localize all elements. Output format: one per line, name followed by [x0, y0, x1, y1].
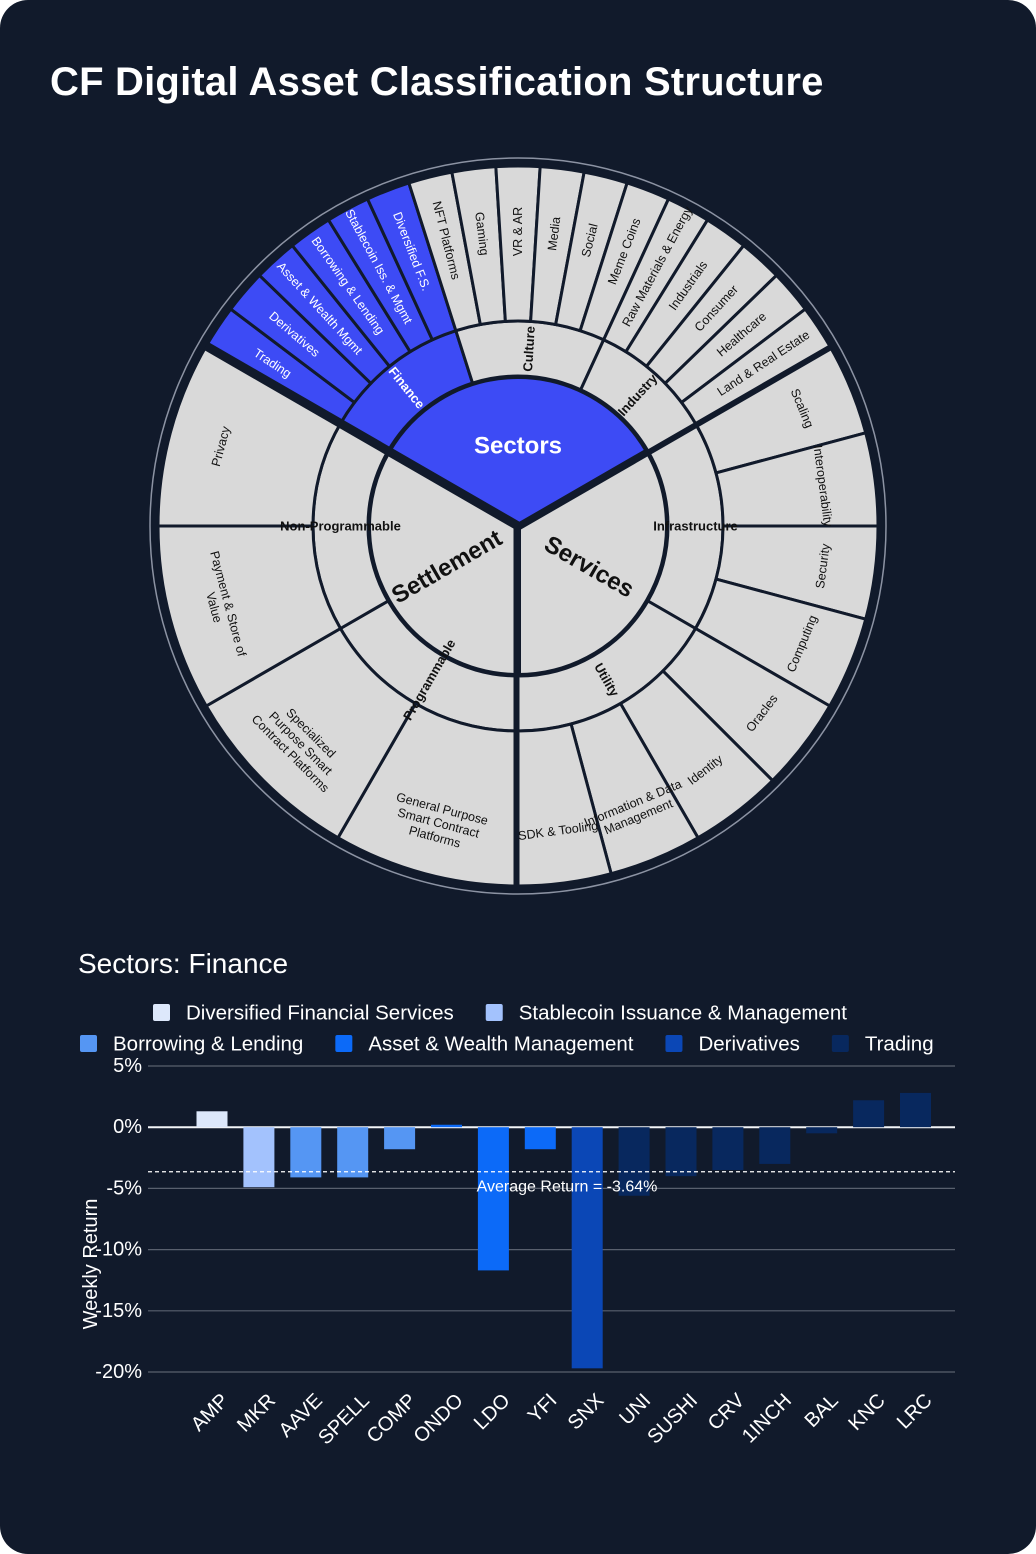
bar-spell[interactable] — [337, 1127, 369, 1178]
x-tick-label-uni: UNI — [615, 1390, 655, 1430]
x-tick-label-spell: SPELL — [314, 1390, 374, 1450]
legend-swatch-diversified-financial-services — [153, 1004, 170, 1021]
sector-label-culture: Culture — [520, 326, 538, 372]
chart-title: Sectors: Finance — [78, 948, 289, 979]
y-tick-label: 5% — [113, 1055, 142, 1077]
legend-swatch-stablecoin-issuance-and-management — [485, 1004, 503, 1021]
bar-snx[interactable] — [571, 1127, 603, 1369]
subsector-segment-sdk-and-tooling[interactable] — [516, 722, 614, 888]
group-label-sectors: Sectors — [474, 433, 562, 460]
subsector-label-gaming: Gaming — [472, 211, 491, 256]
bar-ldo[interactable] — [477, 1127, 509, 1271]
bar-crv[interactable] — [712, 1127, 744, 1171]
legend-label-trading: Trading — [865, 1033, 934, 1056]
wheel-rim — [152, 160, 884, 892]
x-tick-label-amp: AMP — [187, 1390, 233, 1436]
y-tick-label: -20% — [95, 1361, 142, 1383]
y-tick-label: -5% — [106, 1177, 142, 1199]
bar-aave[interactable] — [290, 1127, 322, 1178]
subsector-label-vr-and-ar: VR & AR — [511, 207, 525, 256]
bar-1inch[interactable] — [759, 1127, 791, 1164]
average-label: Average Return = -3.64% — [477, 1178, 658, 1195]
y-tick-label: 0% — [113, 1116, 142, 1138]
x-tick-label-sushi: SUSHI — [643, 1390, 702, 1449]
bar-ondo[interactable] — [431, 1124, 462, 1128]
bar-bal[interactable] — [806, 1127, 838, 1134]
x-tick-label-lrc: LRC — [893, 1390, 937, 1434]
legend-label-stablecoin-issuance-and-management: Stablecoin Issuance & Management — [519, 1002, 848, 1025]
bar-knc[interactable] — [853, 1100, 885, 1128]
y-axis-label: Weekly Return — [80, 1199, 102, 1330]
legend-swatch-derivatives — [665, 1035, 683, 1052]
legend-label-derivatives: Derivatives — [698, 1033, 799, 1056]
subsector-label-security: Security — [813, 542, 833, 589]
x-tick-label-comp: COMP — [363, 1390, 421, 1448]
legend-swatch-borrowing-and-lending — [80, 1035, 97, 1052]
legend-swatch-trading — [831, 1035, 849, 1052]
bar-mkr[interactable] — [243, 1127, 275, 1188]
sector-label-non-programmable: Non-Programmable — [280, 519, 401, 534]
subsector-label-media: Media — [545, 216, 563, 252]
x-tick-label-bal: BAL — [801, 1390, 843, 1432]
y-tick-label: -15% — [95, 1300, 142, 1322]
legend-swatch-asset-and-wealth-management — [335, 1035, 353, 1052]
bar-comp[interactable] — [384, 1127, 416, 1150]
bar-sushi[interactable] — [665, 1127, 697, 1177]
x-tick-label-ondo: ONDO — [410, 1390, 468, 1448]
legend-label-diversified-financial-services: Diversified Financial Services — [186, 1002, 454, 1025]
x-tick-label-1inch: 1INCH — [738, 1390, 796, 1448]
bar-yfi[interactable] — [524, 1127, 556, 1150]
bar-lrc[interactable] — [900, 1092, 931, 1128]
group-divider — [197, 338, 521, 530]
x-tick-label-mkr: MKR — [233, 1390, 280, 1437]
wheel-outer-edge — [149, 157, 887, 895]
sector-label-infrastructure: Infrastructure — [653, 519, 738, 534]
page-title: CF Digital Asset Classification Structur… — [50, 60, 824, 104]
x-tick-label-knc: KNC — [844, 1390, 889, 1435]
bar-uni[interactable] — [618, 1127, 650, 1196]
x-tick-label-snx: SNX — [564, 1390, 609, 1435]
y-tick-label: -10% — [95, 1239, 142, 1261]
subsector-segment-land-and-real-estate[interactable] — [679, 306, 832, 426]
legend-label-asset-and-wealth-management: Asset & Wealth Management — [368, 1033, 633, 1056]
legend-label-borrowing-and-lending: Borrowing & Lending — [113, 1033, 303, 1056]
bar-amp[interactable] — [196, 1111, 228, 1128]
x-tick-label-yfi: YFI — [524, 1390, 562, 1428]
x-tick-label-ldo: LDO — [470, 1390, 515, 1435]
